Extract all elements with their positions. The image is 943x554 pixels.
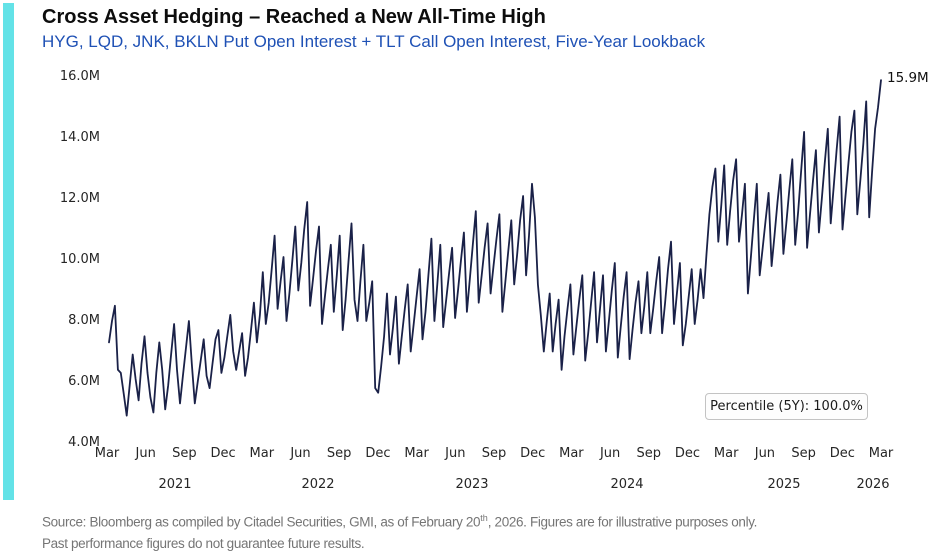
x-month-tick-label: Sep [791,446,816,461]
x-month-tick-label: Mar [868,446,894,461]
x-year-tick-label: 2025 [767,477,801,492]
y-tick-label: 4.0M [68,435,100,450]
percentile-badge-label: Percentile (5Y): 100.0% [710,399,863,414]
x-month-tick-label: Sep [172,446,197,461]
x-month-tick-label: Jun [135,446,156,461]
x-year-tick-label: 2023 [455,477,489,492]
x-year-tick-label: 2026 [856,477,890,492]
y-tick-label: 10.0M [59,252,100,267]
y-tick-label: 16.0M [59,69,100,84]
y-tick-label: 12.0M [59,191,100,206]
source-line-1: Source: Bloomberg as compiled by Citadel… [42,513,758,530]
line-chart [108,79,882,417]
x-month-tick-label: Dec [210,446,236,461]
x-month-tick-label: Dec [829,446,855,461]
percentile-badge: Percentile (5Y): 100.0% [705,393,868,420]
x-year-tick-label: 2024 [610,477,644,492]
x-month-tick-label: Dec [365,446,391,461]
source-line-2: Past performance figures do not guarante… [42,535,365,551]
page-title: Cross Asset Hedging – Reached a New All-… [42,6,546,28]
x-month-tick-label: Sep [326,446,352,461]
x-month-tick-label: Sep [481,446,507,461]
x-year-tick-label: 2022 [301,477,335,492]
x-month-tick-label: Mar [559,446,584,461]
chart-subtitle: HYG, LQD, JNK, BKLN Put Open Interest + … [42,32,706,51]
x-month-tick-label: Sep [636,446,662,461]
y-tick-label: 8.0M [68,313,100,328]
y-tick-label: 6.0M [68,374,100,389]
x-month-tick-label: Mar [249,446,275,461]
last-value-annotation: 15.9M [887,70,929,86]
x-month-tick-label: Jun [290,446,311,461]
open-interest-line [108,79,882,417]
x-month-tick-label: Jun [445,446,466,461]
x-year-tick-label: 2021 [158,477,192,492]
x-month-tick-label: Jun [599,446,621,461]
source-footnote: Source: Bloomberg as compiled by Citadel… [42,508,937,554]
x-month-tick-label: Dec [674,446,701,461]
x-month-tick-label: Mar [94,446,120,461]
x-month-tick-label: Mar [404,446,429,461]
accent-bar [3,3,14,500]
y-tick-label: 14.0M [59,130,100,145]
x-month-tick-label: Mar [713,446,739,461]
x-month-tick-label: Dec [520,446,546,461]
x-month-tick-label: Jun [754,446,776,461]
